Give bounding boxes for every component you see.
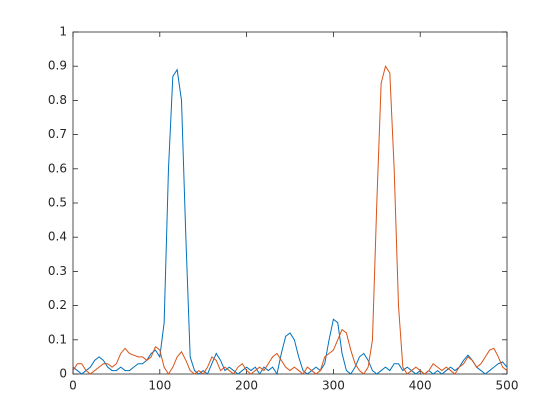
series-line [72,64,508,375]
y-tick-label: 0.5 [48,196,67,210]
x-tick-label: 0 [69,379,77,393]
y-tick-label: 0.1 [48,332,67,346]
x-tick-label: 400 [409,379,432,393]
y-tick-label: 1 [59,25,67,39]
x-tick-label: 500 [496,379,519,393]
y-tick-label: 0.8 [48,93,67,107]
y-tick-label: 0.4 [48,230,67,244]
x-tick-label: 200 [235,379,258,393]
y-tick-label: 0.9 [48,59,67,73]
y-tick-label: 0.6 [48,161,67,175]
series-line [72,68,508,376]
y-tick-label: 0 [59,367,67,381]
x-tick-label: 100 [148,379,171,393]
y-tick-label: 0.3 [48,264,67,278]
y-tick-label: 0.7 [48,127,67,141]
plot-frame [72,31,508,375]
x-tick-label: 300 [322,379,345,393]
y-tick-label: 0.2 [48,298,67,312]
